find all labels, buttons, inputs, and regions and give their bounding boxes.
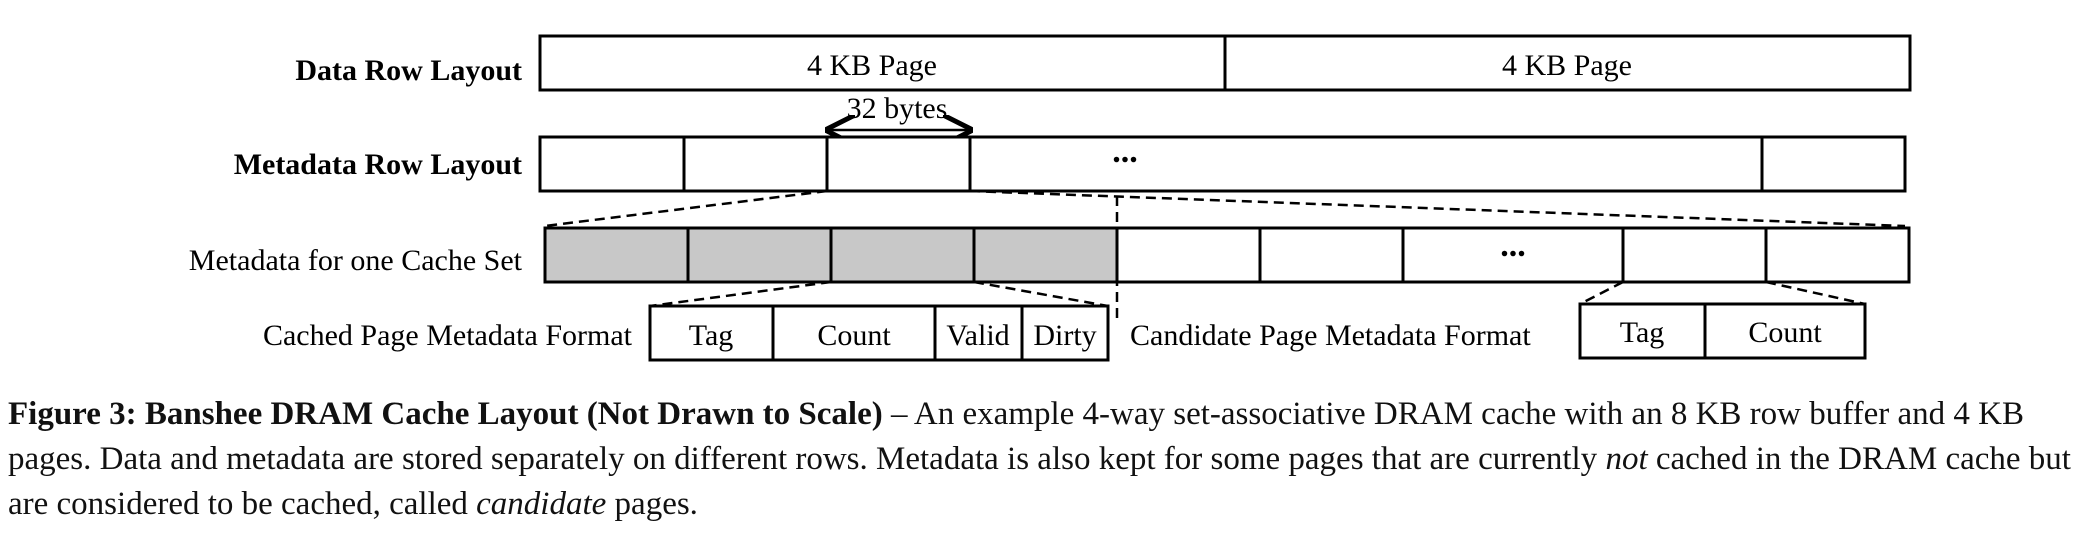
- candidate-slot-ellipsis: [1401, 226, 1625, 284]
- width-annotation: 32 bytes: [847, 92, 948, 125]
- caption-title: Figure 3: Banshee DRAM Cache Layout (Not…: [8, 396, 883, 432]
- metadata-row: ...: [538, 133, 1907, 193]
- candidate-slot-1: [1115, 226, 1262, 284]
- candidate-slot-2: [1258, 226, 1405, 284]
- figure-caption: Figure 3: Banshee DRAM Cache Layout (Not…: [8, 392, 2088, 527]
- data-row: 4 KB Page 4 KB Page: [538, 34, 1912, 92]
- caption-emphasis-not: not: [1605, 441, 1648, 477]
- caption-text-1: An example 4-way set-associative DRAM ca…: [8, 396, 2024, 477]
- caption-emphasis-candidate: candidate: [476, 486, 607, 522]
- cached-slot-2: [686, 226, 833, 284]
- data-row-page-1-label: 4 KB Page: [807, 49, 937, 82]
- cached-field-valid: Valid: [946, 319, 1009, 352]
- cached-format-frame: [648, 304, 1110, 362]
- cached-field-dirty: Dirty: [1033, 319, 1096, 352]
- cached-slot-1: [543, 226, 690, 284]
- cached-slot-4: [972, 226, 1119, 284]
- cached-slot-3: [829, 226, 976, 284]
- candidate-format: Tag Count: [1578, 302, 1867, 360]
- metadata-row-frame: [538, 135, 1907, 193]
- data-row-page-2-label: 4 KB Page: [1502, 49, 1632, 82]
- candidate-field-count: Count: [1748, 316, 1822, 349]
- metadata-row-label: Metadata Row Layout: [234, 148, 522, 181]
- candidate-slot-n: [1764, 226, 1911, 284]
- candidate-format-label: Candidate Page Metadata Format: [1130, 319, 1531, 352]
- candidate-format-frame: [1578, 302, 1867, 360]
- cache-set-row: ...: [543, 226, 1911, 284]
- cache-set-ellipsis: ...: [1500, 227, 1526, 264]
- banshee-layout-diagram: Data Row Layout 4 KB Page 4 KB Page 32 b…: [189, 34, 1912, 362]
- cached-format: Tag Count Valid Dirty: [648, 304, 1110, 362]
- candidate-field-tag: Tag: [1620, 316, 1665, 349]
- data-row-page-1: [538, 34, 1227, 92]
- candidate-slot-n-1: [1621, 226, 1768, 284]
- metadata-row-ellipsis: ...: [1112, 133, 1138, 170]
- cached-field-tag: Tag: [689, 319, 734, 352]
- data-row-page-2: [1223, 34, 1912, 92]
- cached-field-count: Count: [817, 319, 891, 352]
- cached-format-label: Cached Page Metadata Format: [263, 319, 633, 352]
- caption-dash: –: [882, 396, 914, 432]
- caption-text-2: cached in the DRAM cache but are conside…: [8, 441, 2071, 522]
- caption-text-3: pages.: [606, 486, 698, 522]
- cache-set-label: Metadata for one Cache Set: [189, 244, 523, 277]
- data-row-label: Data Row Layout: [295, 54, 522, 87]
